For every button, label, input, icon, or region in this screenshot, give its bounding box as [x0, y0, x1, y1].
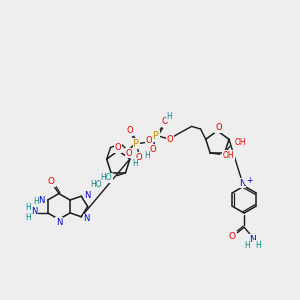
Text: N: N — [83, 214, 90, 223]
Text: O: O — [48, 177, 55, 186]
Text: N: N — [239, 178, 245, 188]
Text: O: O — [136, 153, 142, 162]
Text: N: N — [38, 196, 45, 205]
Text: H: H — [227, 151, 233, 160]
Text: H: H — [255, 241, 261, 250]
Text: P: P — [153, 131, 159, 141]
Text: O: O — [127, 126, 134, 135]
Text: N: N — [56, 218, 62, 227]
Text: H: H — [244, 241, 250, 250]
Text: O: O — [115, 143, 122, 152]
Text: HO: HO — [90, 180, 101, 189]
Text: N: N — [31, 207, 37, 216]
Text: H: H — [132, 159, 138, 168]
Text: P: P — [133, 139, 139, 148]
Text: H: H — [145, 151, 150, 160]
Text: O: O — [149, 145, 156, 154]
Text: H: H — [25, 203, 31, 212]
Text: O: O — [229, 232, 236, 241]
Text: +: + — [246, 176, 252, 184]
Text: N: N — [250, 235, 256, 244]
Text: H: H — [33, 196, 39, 206]
Text: N: N — [84, 191, 91, 200]
Text: H: H — [167, 112, 172, 121]
Text: OH: OH — [223, 151, 234, 160]
Text: O: O — [167, 135, 173, 144]
Text: O: O — [215, 123, 222, 132]
Text: O: O — [161, 117, 168, 126]
Text: OH: OH — [235, 138, 247, 147]
Text: HO: HO — [100, 173, 112, 182]
Text: O: O — [146, 136, 152, 145]
Text: H: H — [25, 213, 31, 222]
Text: O: O — [126, 148, 133, 158]
